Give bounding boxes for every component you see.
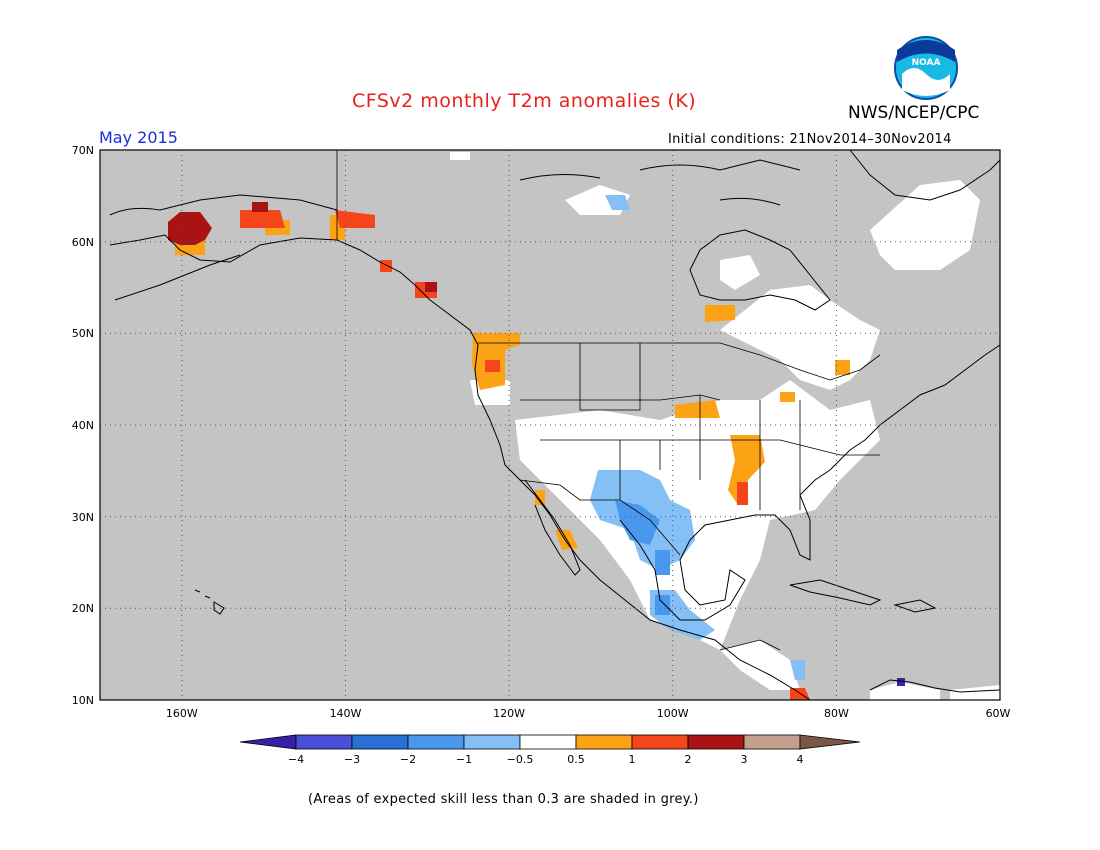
colorbar-tick: 2 bbox=[685, 753, 692, 766]
colorbar-tick: −3 bbox=[344, 753, 360, 766]
lon-label: 60W bbox=[986, 707, 1011, 720]
warm-anomaly-strong bbox=[168, 202, 437, 292]
lon-label: 100W bbox=[657, 707, 689, 720]
colorbar: −4 −3 −2 −1 −0.5 0.5 1 2 3 4 bbox=[239, 734, 861, 766]
graticule bbox=[100, 150, 1000, 700]
map-panel bbox=[99, 149, 1001, 701]
lon-label: 160W bbox=[166, 707, 198, 720]
cold-anomaly-cell bbox=[897, 678, 905, 686]
lon-label: 120W bbox=[493, 707, 525, 720]
colorbar-tick: −2 bbox=[400, 753, 416, 766]
colorbar-tick: −1 bbox=[456, 753, 472, 766]
chart-title: CFSv2 monthly T2m anomalies (K) bbox=[352, 90, 697, 112]
lon-label: 140W bbox=[330, 707, 362, 720]
colorbar-swatch bbox=[631, 734, 689, 750]
colorbar-tick: 4 bbox=[797, 753, 804, 766]
lat-label: 10N bbox=[72, 694, 94, 707]
skill-footnote: (Areas of expected skill less than 0.3 a… bbox=[308, 792, 699, 807]
map-frame bbox=[99, 149, 1001, 701]
colorbar-swatch bbox=[351, 734, 409, 750]
colorbar-tick: 0.5 bbox=[567, 753, 585, 766]
lon-axis: 160W 140W 120W 100W 80W 60W bbox=[166, 707, 1011, 720]
political-borders bbox=[336, 150, 881, 651]
lat-label: 50N bbox=[72, 327, 94, 340]
colorbar-tick: −4 bbox=[288, 753, 304, 766]
initial-conditions: Initial conditions: 21Nov2014–30Nov2014 bbox=[668, 132, 952, 147]
lat-label: 30N bbox=[72, 511, 94, 524]
lat-label: 70N bbox=[72, 144, 94, 157]
noaa-logo: NOAA bbox=[894, 36, 958, 100]
colorbar-arrow-left bbox=[239, 734, 297, 750]
lat-label: 20N bbox=[72, 602, 94, 615]
lat-label: 40N bbox=[72, 419, 94, 432]
colorbar-swatch bbox=[519, 734, 577, 750]
lat-label: 60N bbox=[72, 236, 94, 249]
cool-anomaly-medium bbox=[615, 500, 670, 615]
colorbar-swatch bbox=[295, 734, 353, 750]
colorbar-swatch bbox=[743, 734, 801, 750]
agency-label: NWS/NCEP/CPC bbox=[848, 103, 980, 123]
lon-label: 80W bbox=[824, 707, 849, 720]
coastlines bbox=[109, 149, 1001, 701]
colorbar-arrow-right bbox=[799, 734, 861, 750]
colorbar-swatch bbox=[687, 734, 745, 750]
colorbar-swatch bbox=[407, 734, 465, 750]
colorbar-tick: 3 bbox=[741, 753, 748, 766]
colorbar-tick: −0.5 bbox=[507, 753, 534, 766]
noaa-logo-text: NOAA bbox=[912, 58, 941, 68]
lat-axis: 70N 60N 50N 40N 30N 20N 10N bbox=[72, 144, 94, 707]
forecast-month: May 2015 bbox=[99, 128, 178, 147]
colorbar-tick: 1 bbox=[629, 753, 636, 766]
colorbar-swatch bbox=[575, 734, 633, 750]
colorbar-swatch bbox=[463, 734, 521, 750]
